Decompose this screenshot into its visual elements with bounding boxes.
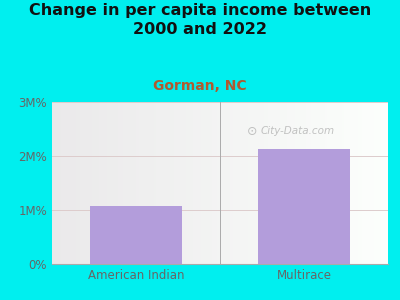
Bar <box>258 149 350 264</box>
Text: ⊙: ⊙ <box>247 125 257 138</box>
Text: City-Data.com: City-Data.com <box>260 126 334 136</box>
Bar <box>90 206 182 264</box>
Text: Gorman, NC: Gorman, NC <box>153 80 247 94</box>
Text: Change in per capita income between
2000 and 2022: Change in per capita income between 2000… <box>29 3 371 37</box>
